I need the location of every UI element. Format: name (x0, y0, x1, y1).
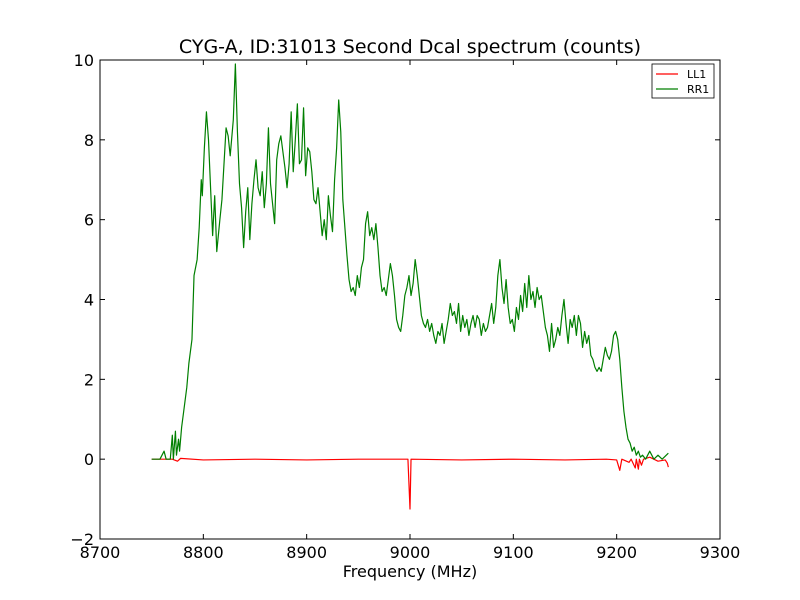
series-layer (151, 63, 669, 510)
x-tick-label: 8700 (80, 543, 121, 562)
x-tick-label: 9300 (700, 543, 741, 562)
y-tick-label: 10 (74, 51, 94, 70)
y-tick-label: 4 (84, 291, 94, 310)
chart-title: CYG-A, ID:31013 Second Dcal spectrum (co… (179, 36, 641, 58)
x-tick-label: 9200 (596, 543, 637, 562)
y-tick-label: 0 (84, 450, 94, 469)
y-tick-label: 8 (84, 131, 94, 150)
x-tick-label: 9100 (493, 543, 534, 562)
series-line-ll1 (151, 456, 669, 510)
y-tick-label: 6 (84, 211, 94, 230)
y-tick-label: −2 (70, 530, 94, 549)
x-tick-label: 8900 (286, 543, 327, 562)
series-line-rr1 (151, 63, 669, 460)
x-tick-label: 8800 (183, 543, 224, 562)
x-axis-label: Frequency (MHz) (343, 562, 477, 581)
legend-box (651, 63, 715, 99)
legend: LL1 RR1 (651, 63, 715, 99)
legend-label-ll1: LL1 (687, 68, 706, 81)
legend-label-rr1: RR1 (687, 83, 709, 96)
x-tick-label: 9000 (390, 543, 431, 562)
tick-layer: 8700 8800 8900 9000 9100 9200 9300 −2 0 2 4 6 8 10 (70, 51, 740, 562)
y-tick-label: 2 (84, 370, 94, 389)
